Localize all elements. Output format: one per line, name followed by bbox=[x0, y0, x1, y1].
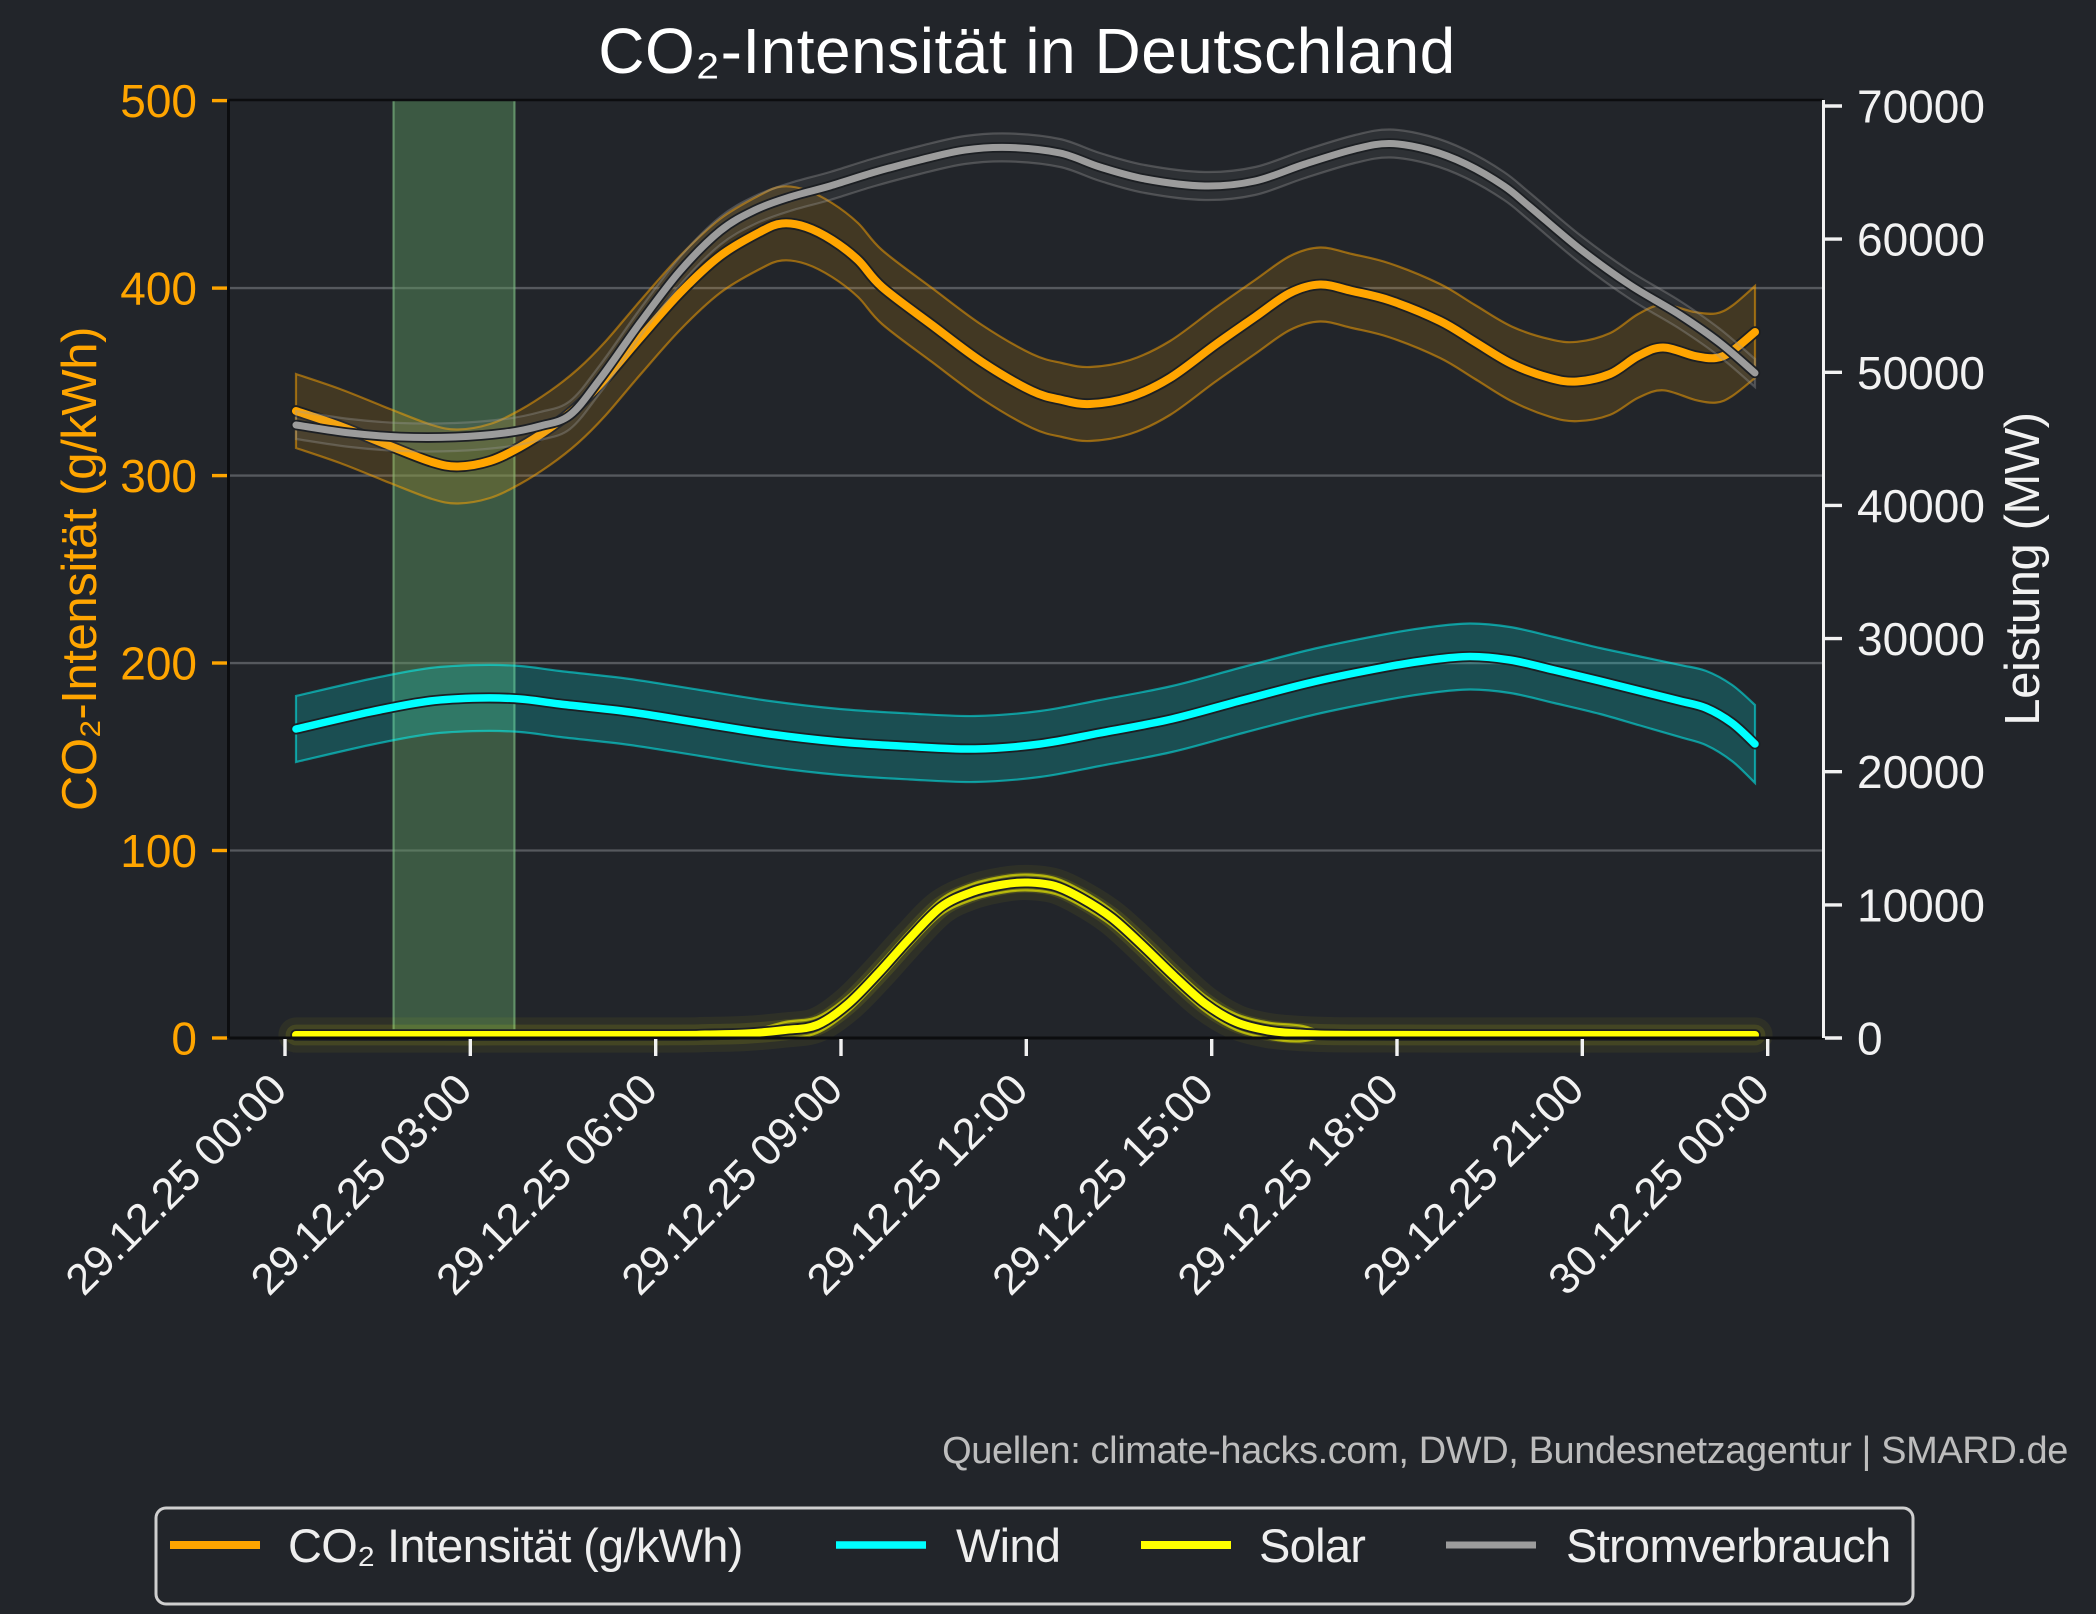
svg-text:Quellen: climate-hacks.com, DW: Quellen: climate-hacks.com, DWD, Bundesn… bbox=[942, 1430, 2068, 1472]
svg-text:400: 400 bbox=[120, 263, 197, 315]
svg-text:300: 300 bbox=[120, 450, 197, 502]
svg-text:Wind: Wind bbox=[956, 1519, 1060, 1572]
svg-text:70000: 70000 bbox=[1857, 81, 1985, 133]
svg-text:30000: 30000 bbox=[1857, 613, 1985, 665]
svg-text:Leistung (MW): Leistung (MW) bbox=[1996, 412, 2050, 725]
svg-text:100: 100 bbox=[120, 825, 197, 877]
svg-text:200: 200 bbox=[120, 638, 197, 690]
svg-text:0: 0 bbox=[1857, 1013, 1883, 1065]
svg-text:CO₂-Intensität in Deutschland: CO₂-Intensität in Deutschland bbox=[598, 15, 1456, 87]
svg-text:0: 0 bbox=[171, 1013, 197, 1065]
svg-text:50000: 50000 bbox=[1857, 347, 1985, 399]
svg-text:CO₂ Intensität (g/kWh): CO₂ Intensität (g/kWh) bbox=[288, 1519, 743, 1572]
svg-text:Stromverbrauch: Stromverbrauch bbox=[1566, 1519, 1891, 1572]
svg-text:10000: 10000 bbox=[1857, 879, 1985, 931]
svg-text:500: 500 bbox=[120, 75, 197, 127]
svg-text:40000: 40000 bbox=[1857, 480, 1985, 532]
svg-text:CO₂-Intensität (g/kWh): CO₂-Intensität (g/kWh) bbox=[53, 327, 107, 811]
svg-text:60000: 60000 bbox=[1857, 214, 1985, 266]
svg-text:Solar: Solar bbox=[1259, 1519, 1365, 1572]
svg-text:20000: 20000 bbox=[1857, 746, 1985, 798]
